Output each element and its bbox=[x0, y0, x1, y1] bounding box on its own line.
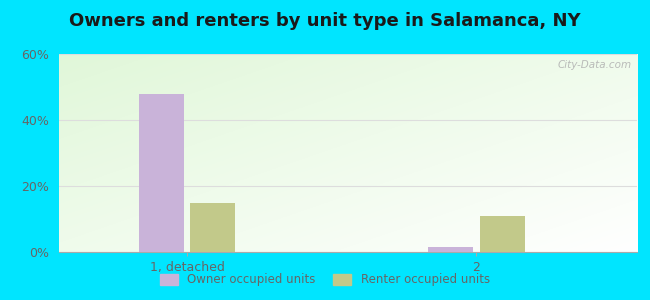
Bar bbox=[190, 202, 235, 252]
Bar bbox=[139, 94, 184, 252]
Text: City-Data.com: City-Data.com bbox=[557, 60, 631, 70]
Bar bbox=[480, 216, 525, 252]
Text: Owners and renters by unit type in Salamanca, NY: Owners and renters by unit type in Salam… bbox=[69, 12, 581, 30]
Legend: Owner occupied units, Renter occupied units: Owner occupied units, Renter occupied un… bbox=[155, 269, 495, 291]
Bar bbox=[428, 247, 473, 252]
